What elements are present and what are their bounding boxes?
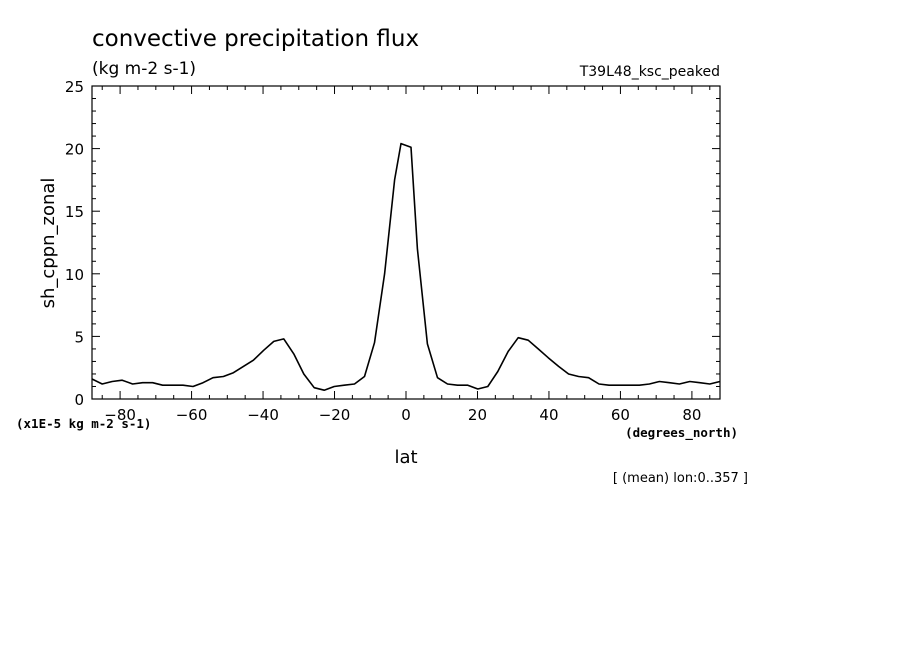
footer-note: [ (mean) lon:0..357 ] <box>613 471 748 486</box>
chart-title: convective precipitation flux <box>92 26 419 52</box>
y-tick-labels: 0 5 10 15 20 25 <box>65 78 84 409</box>
x-tick-label: −40 <box>247 406 279 424</box>
y-tick-label: 0 <box>74 391 84 409</box>
experiment-label: T39L48_ksc_peaked <box>579 64 720 80</box>
x-tick-label: 40 <box>539 406 558 424</box>
x-tick-label: 20 <box>468 406 487 424</box>
x-tick-label: −20 <box>319 406 351 424</box>
x-axis-label: lat <box>394 447 417 468</box>
y-axis-label: sh_cppn_zonal <box>38 178 59 309</box>
x-tick-label: −80 <box>104 406 136 424</box>
y-tick-label: 25 <box>65 78 84 96</box>
x-tick-labels: −80 −60 −40 −20 0 20 40 60 80 <box>104 406 701 424</box>
x-tick-label: 60 <box>611 406 630 424</box>
x-tick-label: −60 <box>176 406 208 424</box>
units-label: (kg m-2 s-1) <box>92 59 196 79</box>
y-tick-label: 20 <box>65 141 84 159</box>
axis-ticks <box>92 86 720 399</box>
y-scale-note: (x1E-5 kg m-2 s-1) <box>16 416 151 431</box>
y-tick-label: 10 <box>65 266 84 284</box>
plot-frame <box>91 85 721 400</box>
y-tick-label: 15 <box>65 203 84 221</box>
y-tick-label: 5 <box>74 328 84 346</box>
x-tick-label: 80 <box>682 406 701 424</box>
x-units-label: (degrees_north) <box>625 425 738 441</box>
x-tick-label: 0 <box>401 406 411 424</box>
series-line <box>91 142 721 392</box>
